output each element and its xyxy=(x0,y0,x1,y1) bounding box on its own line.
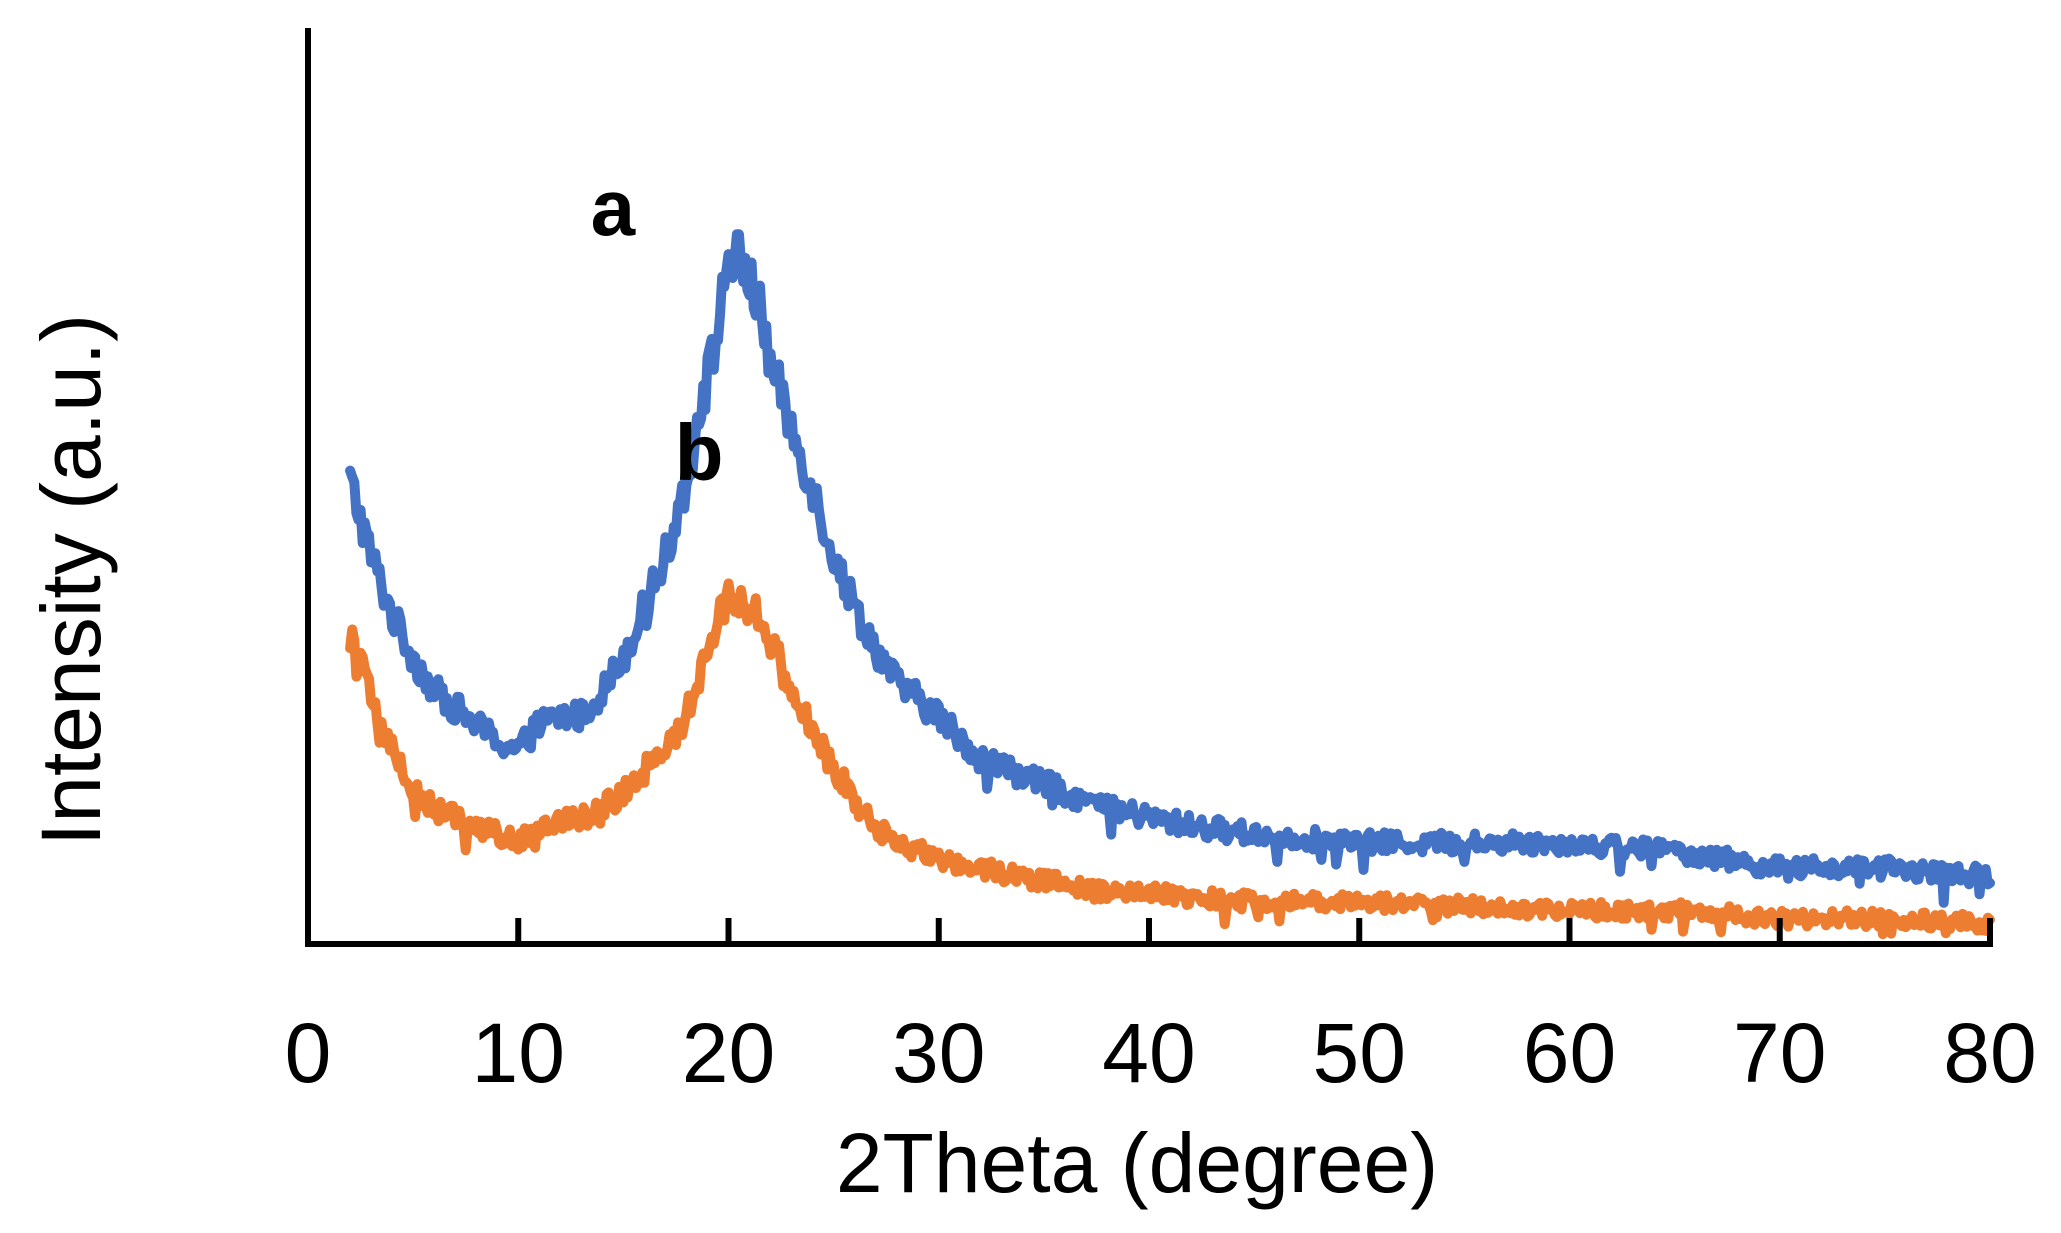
x-ticks: 0 10 20 30 40 50 60 70 80 xyxy=(285,918,2037,1100)
x-tick-label: 0 xyxy=(285,1006,332,1100)
x-tick-label: 80 xyxy=(1943,1006,2036,1100)
x-tick-label: 10 xyxy=(472,1006,565,1100)
x-tick-label: 20 xyxy=(682,1006,775,1100)
x-tick-label: 70 xyxy=(1733,1006,1826,1100)
series-layer xyxy=(345,229,1995,940)
x-tick-label: 30 xyxy=(892,1006,985,1100)
x-tick-label: 60 xyxy=(1523,1006,1616,1100)
series-labels: ab xyxy=(591,163,724,497)
series-label-a: a xyxy=(591,163,636,252)
x-axis-title: 2Theta (degree) xyxy=(836,1116,1438,1210)
y-axis-title: Intensity (a.u.) xyxy=(24,314,118,846)
series-line-a xyxy=(345,229,1995,908)
series-label-b: b xyxy=(675,408,724,497)
x-tick-label: 50 xyxy=(1313,1006,1406,1100)
series-line-b xyxy=(345,578,1995,940)
x-tick-label: 40 xyxy=(1102,1006,1195,1100)
